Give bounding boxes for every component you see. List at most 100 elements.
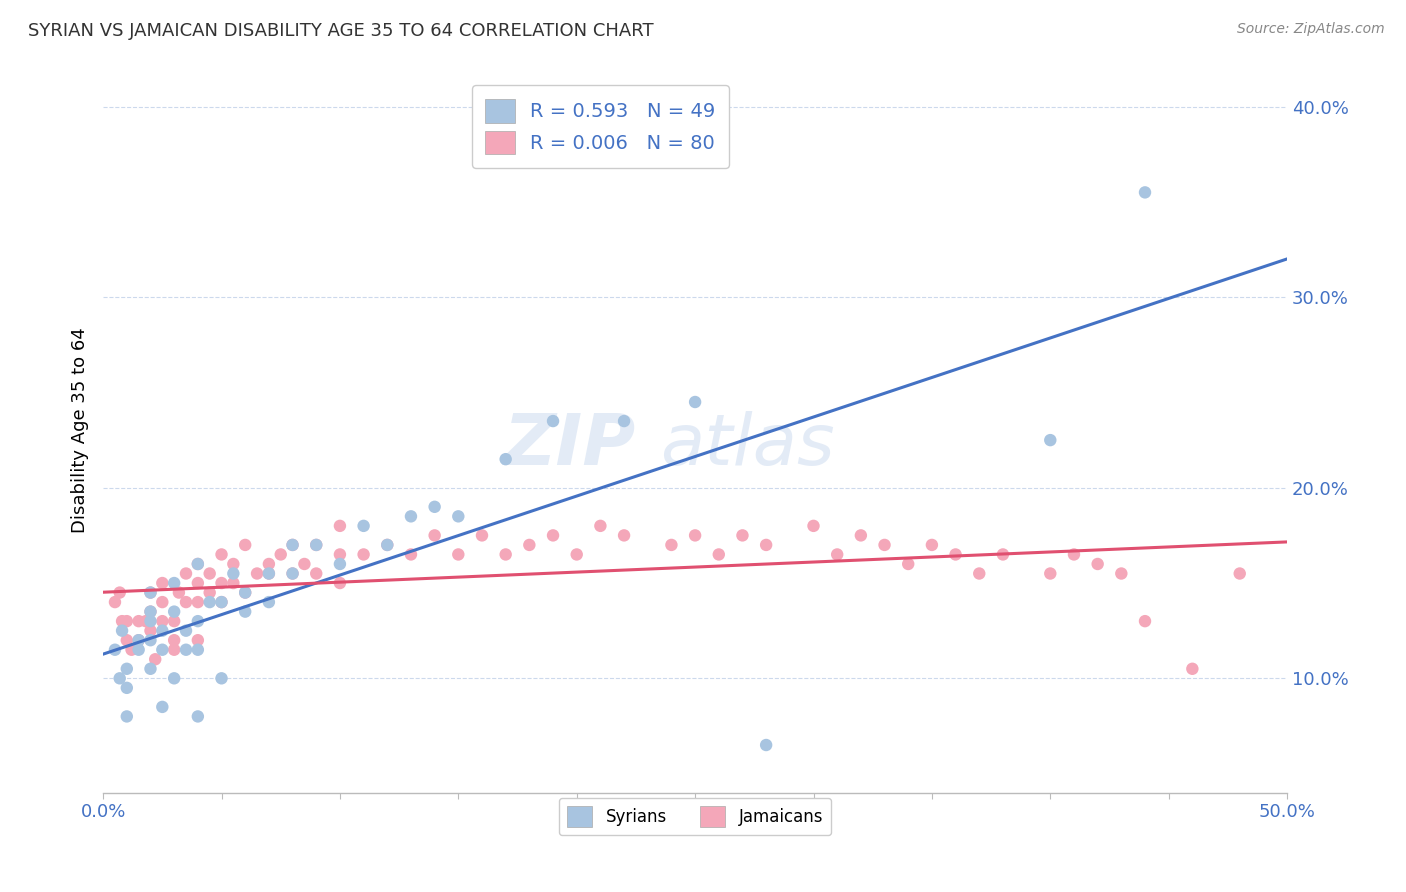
Text: atlas: atlas [659, 410, 834, 480]
Point [187, 557, 209, 571]
Point [565, 548, 588, 562]
Point [163, 633, 186, 648]
Point [174, 595, 197, 609]
Point [281, 538, 304, 552]
Point [211, 548, 233, 562]
Point [108, 585, 131, 599]
Point [447, 548, 470, 562]
Point [111, 624, 134, 638]
Point [305, 566, 328, 581]
Point [541, 528, 564, 542]
Point [150, 699, 173, 714]
Point [174, 624, 197, 638]
Point [257, 595, 280, 609]
Point [187, 595, 209, 609]
Point [174, 566, 197, 581]
Point [270, 548, 292, 562]
Point [150, 576, 173, 591]
Point [139, 633, 162, 648]
Point [1039, 433, 1062, 447]
Point [233, 605, 256, 619]
Point [281, 566, 304, 581]
Point [281, 538, 304, 552]
Point [211, 595, 233, 609]
Point [495, 548, 517, 562]
Point [257, 566, 280, 581]
Point [167, 585, 190, 599]
Point [222, 557, 245, 571]
Y-axis label: Disability Age 35 to 64: Disability Age 35 to 64 [72, 327, 89, 533]
Point [495, 452, 517, 467]
Point [281, 566, 304, 581]
Point [187, 642, 209, 657]
Point [897, 557, 920, 571]
Point [541, 414, 564, 428]
Point [163, 605, 186, 619]
Point [849, 528, 872, 542]
Point [945, 548, 967, 562]
Point [613, 528, 636, 542]
Point [233, 585, 256, 599]
Point [423, 500, 446, 514]
Point [329, 576, 352, 591]
Point [329, 519, 352, 533]
Point [198, 585, 221, 599]
Point [187, 709, 209, 723]
Point [211, 576, 233, 591]
Point [198, 566, 221, 581]
Point [233, 538, 256, 552]
Point [294, 557, 316, 571]
Point [1111, 566, 1133, 581]
Point [139, 605, 162, 619]
Point [661, 538, 683, 552]
Point [329, 557, 352, 571]
Point [115, 709, 138, 723]
Point [150, 595, 173, 609]
Point [257, 557, 280, 571]
Point [187, 576, 209, 591]
Point [211, 595, 233, 609]
Point [104, 642, 127, 657]
Point [111, 614, 134, 628]
Point [139, 662, 162, 676]
Point [128, 642, 150, 657]
Point [755, 538, 778, 552]
Point [447, 509, 470, 524]
Point [755, 738, 778, 752]
Point [139, 624, 162, 638]
Point [1087, 557, 1109, 571]
Point [233, 585, 256, 599]
Point [121, 642, 143, 657]
Point [187, 633, 209, 648]
Point [683, 395, 706, 409]
Point [399, 509, 422, 524]
Point [135, 614, 157, 628]
Point [1063, 548, 1085, 562]
Point [589, 519, 612, 533]
Point [1133, 186, 1156, 200]
Point [399, 548, 422, 562]
Point [139, 585, 162, 599]
Point [222, 576, 245, 591]
Point [139, 605, 162, 619]
Text: ZIP: ZIP [503, 410, 636, 480]
Point [108, 671, 131, 685]
Point [1229, 566, 1251, 581]
Point [731, 528, 754, 542]
Text: SYRIAN VS JAMAICAN DISABILITY AGE 35 TO 64 CORRELATION CHART: SYRIAN VS JAMAICAN DISABILITY AGE 35 TO … [28, 22, 654, 40]
Point [150, 624, 173, 638]
Point [471, 528, 494, 542]
Point [163, 576, 186, 591]
Point [150, 614, 173, 628]
Point [115, 681, 138, 695]
Point [1181, 662, 1204, 676]
Point [143, 652, 166, 666]
Point [329, 548, 352, 562]
Point [991, 548, 1014, 562]
Point [517, 538, 540, 552]
Point [115, 614, 138, 628]
Point [967, 566, 990, 581]
Point [375, 538, 398, 552]
Point [305, 538, 328, 552]
Point [1133, 614, 1156, 628]
